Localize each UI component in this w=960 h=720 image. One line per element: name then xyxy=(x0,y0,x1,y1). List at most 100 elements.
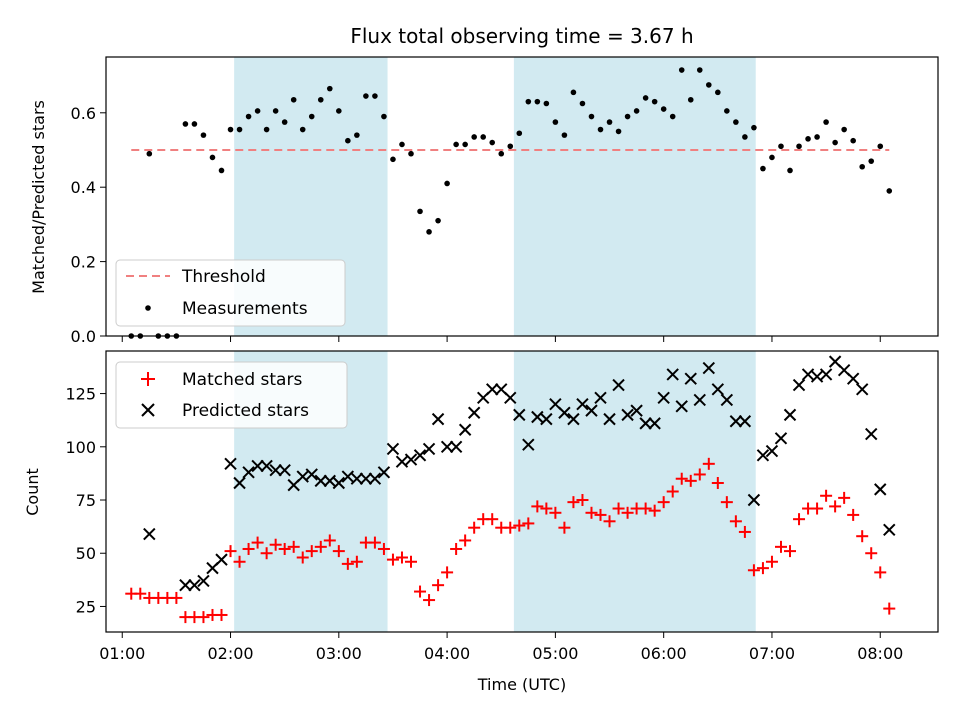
matched-point xyxy=(883,602,896,615)
matched-point xyxy=(811,502,824,515)
predicted-point xyxy=(594,391,607,405)
count-panel-frame xyxy=(105,350,939,633)
measurement-point xyxy=(597,126,604,133)
measurement-point xyxy=(814,134,820,140)
observing-window-2 xyxy=(513,57,756,336)
matched-point xyxy=(459,534,472,547)
measurement-point xyxy=(805,136,811,142)
x-tick-label: 08:00 xyxy=(857,644,903,663)
measurement-point xyxy=(868,158,875,164)
matched-point xyxy=(648,504,661,517)
matched-point xyxy=(423,594,436,607)
measurement-point xyxy=(245,113,252,120)
measurement-point xyxy=(453,141,459,148)
matched-point xyxy=(323,534,336,547)
predicted-point xyxy=(612,378,625,392)
matched-point xyxy=(702,457,715,470)
predicted-point xyxy=(197,574,210,588)
predicted-point xyxy=(269,464,282,477)
matched-point xyxy=(612,502,625,515)
measurement-point xyxy=(191,121,198,127)
predicted-point xyxy=(458,423,472,436)
predicted-point xyxy=(404,453,418,466)
measurement-point xyxy=(182,121,189,127)
measurement-point xyxy=(787,167,793,174)
matched-point xyxy=(531,500,544,513)
legend-matched-swatch xyxy=(141,372,155,386)
predicted-point xyxy=(179,578,192,592)
matched-point xyxy=(350,555,363,568)
matched-point xyxy=(305,545,318,558)
legend-matched-label: Matched stars xyxy=(182,370,302,390)
predicted-point xyxy=(422,442,436,456)
measurement-point xyxy=(832,139,838,146)
measurement-point xyxy=(742,134,748,140)
measurement-point xyxy=(687,96,694,103)
predicted-point xyxy=(774,432,788,445)
matched-point xyxy=(847,508,860,521)
y-tick-label: 0.2 xyxy=(71,253,96,272)
predicted-point xyxy=(467,406,481,419)
y-tick-label: 0.4 xyxy=(71,178,96,197)
measurement-point xyxy=(760,165,766,172)
matched-point xyxy=(468,521,481,534)
matched-point xyxy=(720,496,733,509)
chart-title: Flux total observing time = 3.67 h xyxy=(350,24,693,48)
predicted-point xyxy=(675,400,688,413)
matched-point xyxy=(747,564,760,577)
matched-point xyxy=(278,542,291,555)
measurement-point xyxy=(336,108,342,114)
measurement-point xyxy=(480,134,486,140)
ratio-panel-ylabel: Matched/Predicted stars xyxy=(29,100,48,294)
measurement-point xyxy=(363,93,369,99)
matched-point xyxy=(621,506,634,519)
predicted-point xyxy=(738,415,752,428)
measurement-point xyxy=(417,208,423,215)
x-tick-label: 07:00 xyxy=(749,644,795,663)
measurement-point xyxy=(308,113,315,120)
predicted-point xyxy=(648,417,661,430)
matched-point xyxy=(856,530,869,543)
predicted-point xyxy=(720,393,734,407)
measurement-point xyxy=(588,113,595,120)
measurement-point xyxy=(724,108,730,114)
matched-point xyxy=(414,585,427,598)
predicted-point xyxy=(413,449,427,462)
measurement-point xyxy=(507,143,514,150)
predicted-point xyxy=(756,449,770,462)
predicted-point xyxy=(296,470,309,483)
matched-point xyxy=(287,540,300,553)
predicted-point xyxy=(855,383,869,396)
measurement-point xyxy=(218,167,225,174)
predicted-point xyxy=(368,472,382,485)
x-tick-label: 03:00 xyxy=(316,644,362,663)
y-tick-label: 100 xyxy=(65,438,96,457)
predicted-point xyxy=(630,404,643,417)
measurement-point xyxy=(281,119,288,125)
matched-point xyxy=(405,555,418,568)
predicted-point xyxy=(639,417,652,430)
x-tick-label: 06:00 xyxy=(641,644,687,663)
matched-point xyxy=(639,502,652,515)
matched-point xyxy=(197,611,210,624)
measurement-point xyxy=(390,156,396,163)
count-panel-ylabel: Count xyxy=(23,468,42,516)
measurement-point xyxy=(146,150,153,157)
measurement-point xyxy=(426,229,432,235)
measurement-point xyxy=(254,108,261,114)
predicted-point xyxy=(810,370,824,383)
predicted-point xyxy=(251,459,264,473)
matched-point xyxy=(540,502,553,515)
matched-point xyxy=(684,474,697,487)
measurement-point xyxy=(525,98,532,105)
measurement-point xyxy=(624,113,631,120)
measurement-point xyxy=(236,126,243,133)
matched-point xyxy=(558,521,571,534)
matched-point xyxy=(820,489,833,502)
ratio-panel-frame xyxy=(105,56,939,337)
measurement-point xyxy=(354,132,360,138)
predicted-point xyxy=(359,472,373,485)
predicted-point xyxy=(504,391,517,405)
measurement-point xyxy=(859,163,865,170)
